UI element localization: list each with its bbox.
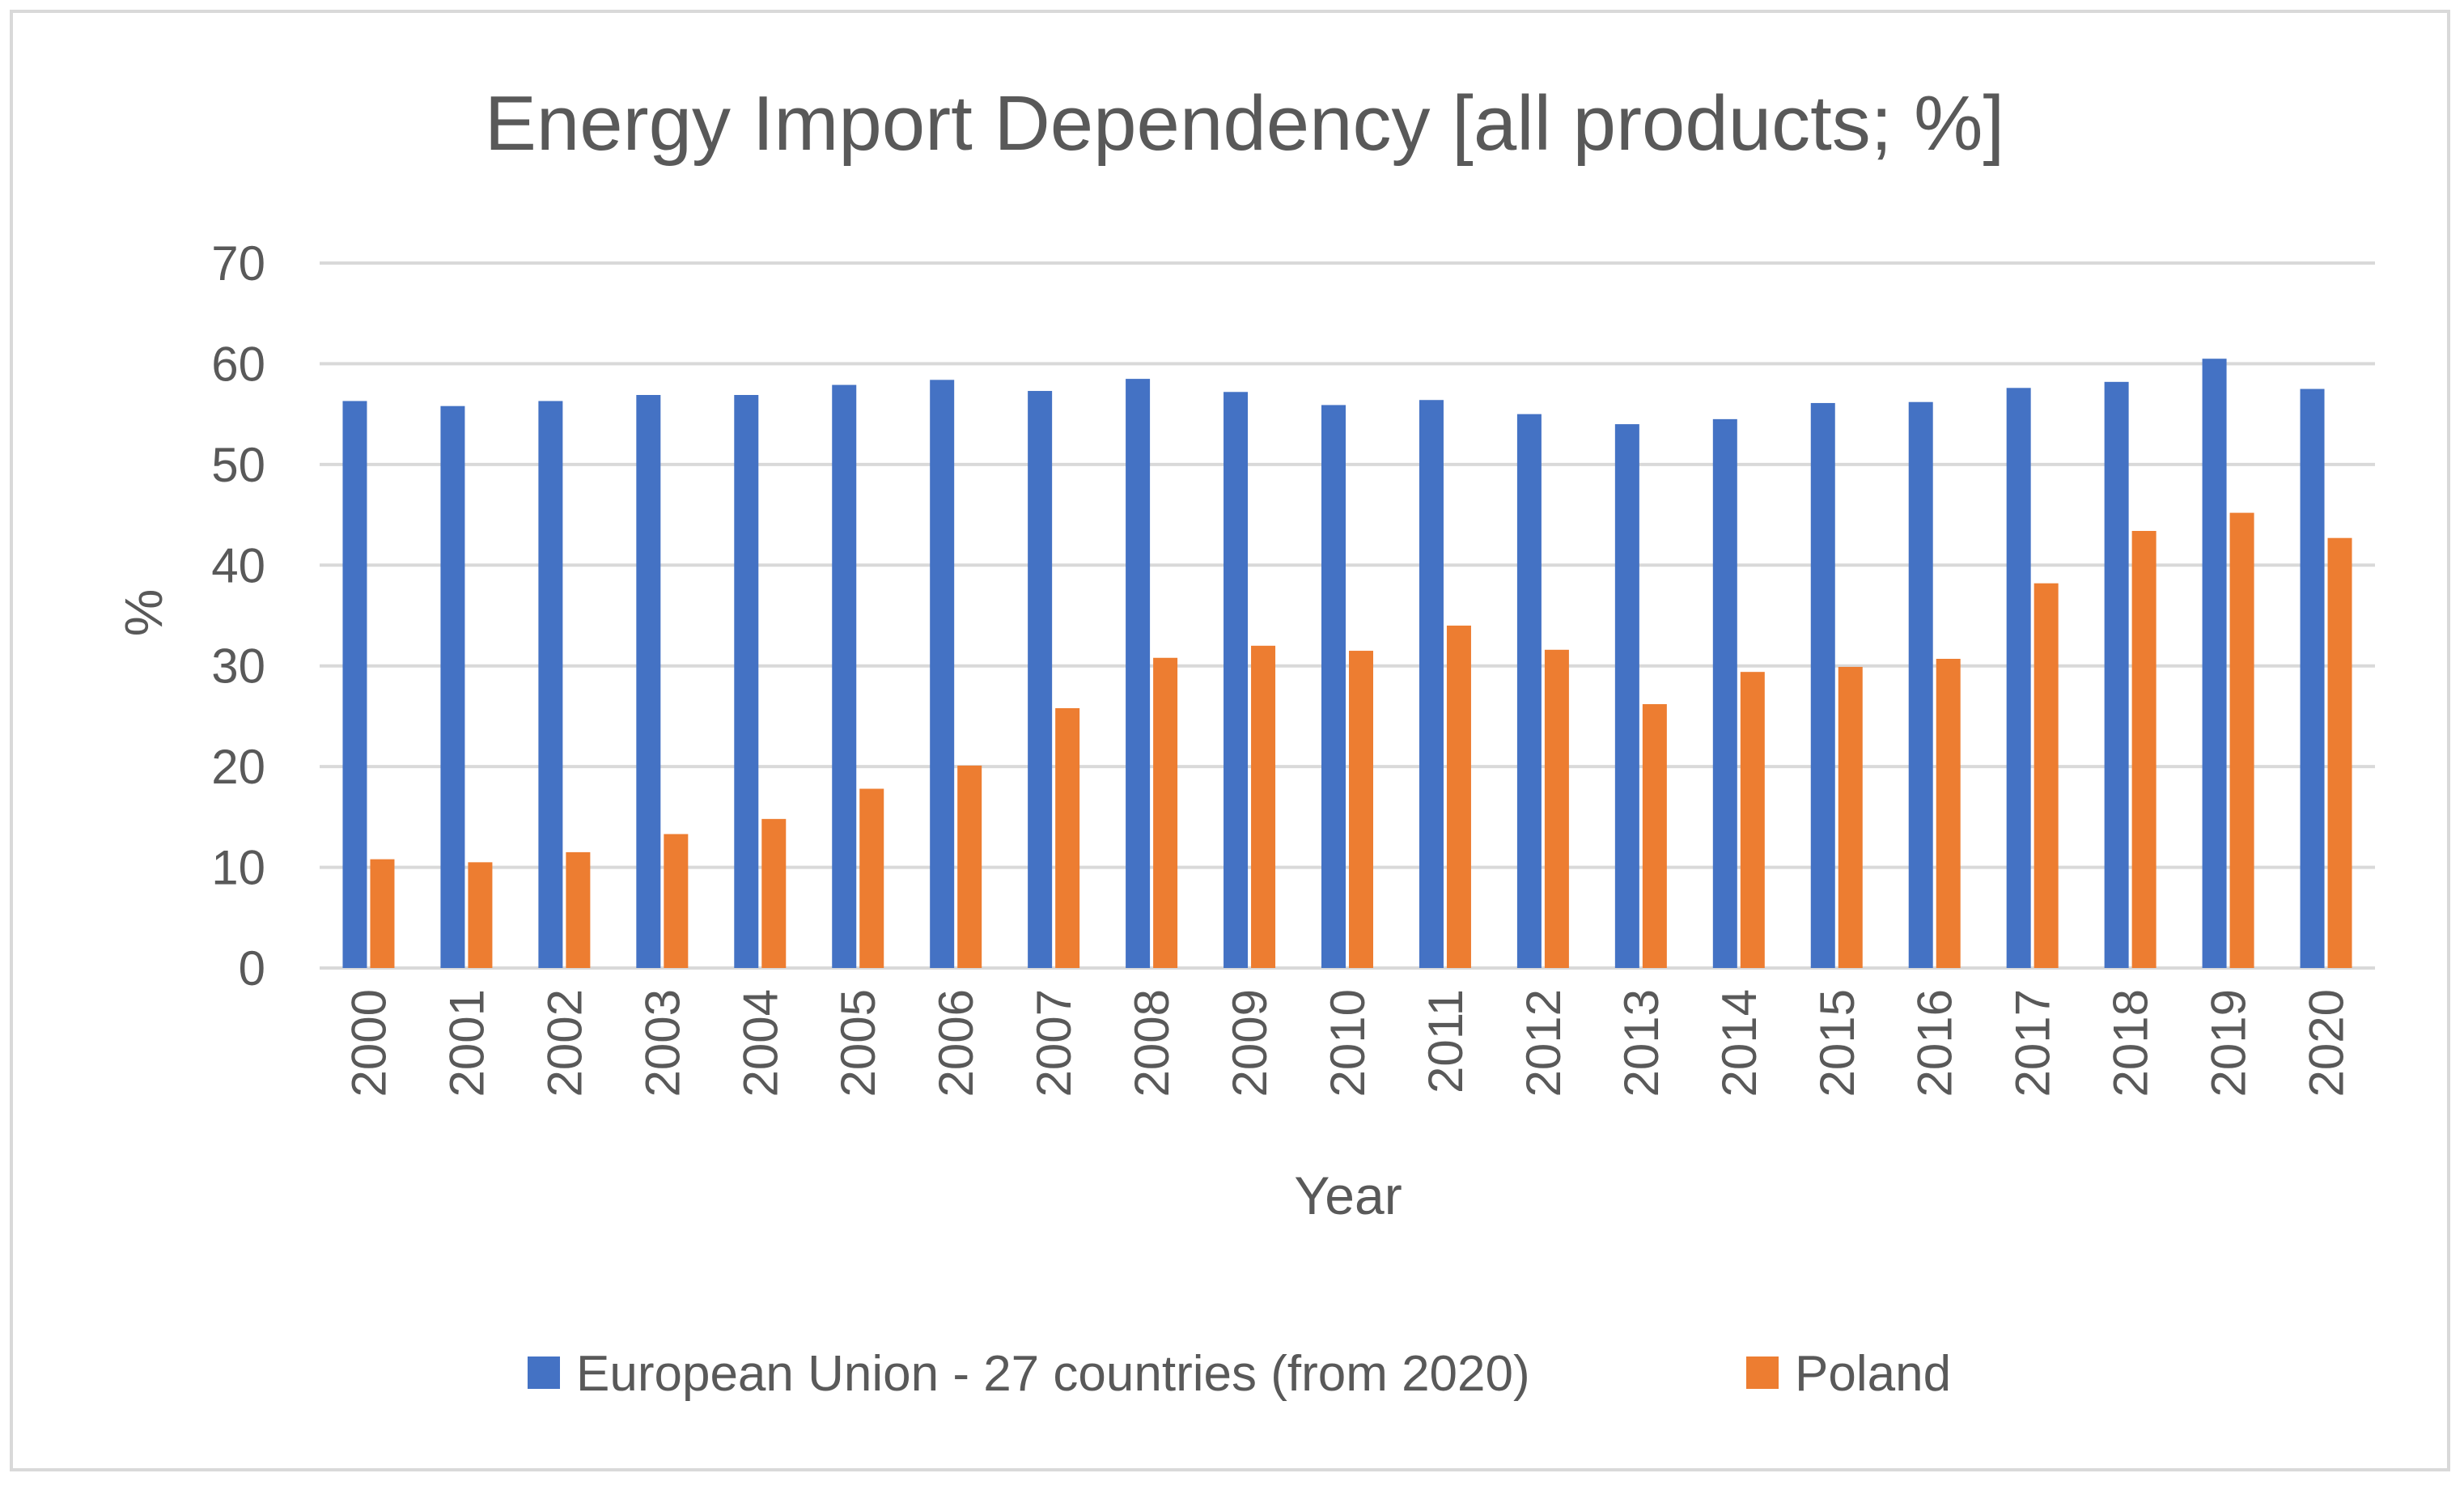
y-tick-label: 10	[211, 841, 265, 895]
bar-eu	[1712, 418, 1737, 968]
x-tick-label: 2003	[635, 989, 689, 1097]
gridlines	[320, 261, 2375, 970]
bar-poland	[2131, 530, 2157, 968]
bar-eu	[342, 401, 367, 968]
bar-poland	[2229, 512, 2254, 968]
bar-poland	[1055, 707, 1080, 968]
x-tick-label: 2004	[733, 989, 787, 1097]
bar-poland	[1153, 657, 1178, 968]
x-tick-label: 2015	[1810, 989, 1864, 1097]
legend-label-eu: European Union - 27 countries (from 2020…	[576, 1346, 1530, 1402]
y-tick-label: 0	[239, 941, 265, 996]
bar-poland	[1642, 703, 1667, 968]
x-tick-label: 2017	[2006, 989, 2060, 1097]
x-tick-label: 2005	[831, 989, 885, 1097]
bar-poland	[957, 765, 982, 968]
x-tick-label: 2011	[1419, 989, 1473, 1093]
bar-eu	[1224, 392, 1249, 969]
x-tick-label: 2012	[1516, 989, 1571, 1097]
x-tick-label: 2013	[1614, 989, 1669, 1097]
bar-poland	[1936, 659, 1961, 968]
bar-eu	[538, 401, 563, 968]
bar-eu	[2006, 388, 2031, 968]
y-tick-label: 30	[211, 639, 265, 694]
bar-eu	[1908, 401, 1933, 968]
legend-label-poland: Poland	[1795, 1346, 1951, 1402]
bar-eu	[734, 395, 759, 968]
bar-eu	[1321, 405, 1346, 968]
bar-eu	[1028, 391, 1053, 968]
legend-swatch-poland	[1746, 1357, 1779, 1389]
bar-eu	[636, 395, 661, 968]
x-tick-label: 2000	[341, 989, 396, 1097]
x-tick-label: 2007	[1027, 989, 1081, 1097]
bar-eu	[2300, 388, 2325, 968]
y-tick-label: 70	[211, 236, 265, 291]
bar-poland	[1544, 649, 1569, 968]
bar-eu	[1419, 400, 1444, 968]
bar-poland	[859, 788, 884, 968]
bar-poland	[566, 851, 591, 968]
bar-poland	[2034, 583, 2059, 968]
bar-poland	[1838, 666, 1863, 968]
x-tick-label: 2006	[929, 989, 983, 1097]
bar-eu	[930, 380, 955, 968]
bar-eu	[832, 384, 857, 968]
bar-poland	[2327, 537, 2352, 968]
legend-swatch-eu	[528, 1357, 560, 1389]
y-tick-label: 20	[211, 740, 265, 794]
x-tick-label: 2016	[1908, 989, 1962, 1097]
bar-eu	[2202, 359, 2227, 968]
y-axis-label: %	[113, 589, 173, 637]
bar-poland	[761, 818, 787, 968]
chart-title: Energy Import Dependency [all products; …	[485, 80, 2004, 167]
bar-eu	[440, 405, 465, 968]
x-tick-label: 2014	[1712, 989, 1766, 1097]
x-tick-label: 2001	[439, 989, 494, 1097]
bar-poland	[1740, 672, 1765, 968]
chart-frame	[10, 10, 2450, 1471]
x-tick-label: 2020	[2300, 989, 2354, 1097]
x-tick-label: 2002	[537, 989, 592, 1097]
bar-poland	[1251, 645, 1276, 968]
bar-eu	[1126, 379, 1151, 968]
x-tick-label: 2009	[1223, 989, 1277, 1097]
bars	[342, 359, 2352, 969]
bar-poland	[1349, 651, 1373, 968]
bar-eu	[1614, 424, 1639, 968]
x-axis-ticks: 2000 2001 2002 2003 2004 2005 2006 2007 2008 2009…	[341, 989, 2353, 1097]
bar-eu	[1516, 414, 1542, 969]
bar-poland	[1446, 625, 1471, 968]
bar-poland	[468, 862, 493, 968]
y-tick-label: 40	[211, 538, 265, 592]
x-axis-label: Year	[1294, 1165, 1402, 1225]
bar-eu	[2104, 381, 2129, 969]
y-tick-label: 50	[211, 438, 265, 492]
y-tick-label: 60	[211, 337, 265, 391]
y-axis-ticks: 0 10 20 30 40 50 60 70	[211, 236, 265, 996]
legend: European Union - 27 countries (from 2020…	[528, 1346, 1951, 1402]
x-tick-label: 2019	[2202, 989, 2256, 1097]
bar-eu	[1810, 402, 1835, 969]
x-tick-label: 2010	[1321, 989, 1375, 1097]
x-tick-label: 2018	[2104, 989, 2158, 1097]
x-tick-label: 2008	[1125, 989, 1179, 1097]
bar-poland	[664, 834, 689, 968]
bar-poland	[370, 859, 395, 968]
